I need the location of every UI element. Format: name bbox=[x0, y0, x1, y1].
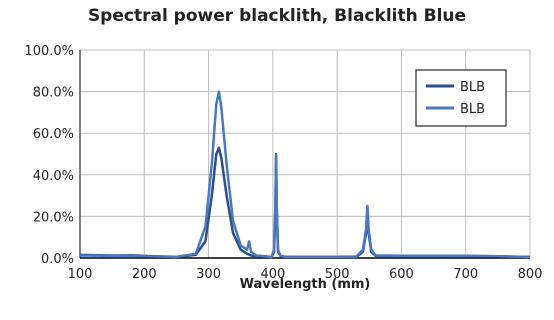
x-tick-label: 300 bbox=[196, 267, 221, 282]
legend-box bbox=[415, 69, 507, 127]
x-tick-label: 700 bbox=[453, 267, 478, 282]
series-line bbox=[79, 146, 531, 259]
x-tick-label: 800 bbox=[518, 267, 543, 282]
y-tick-label: 40.0% bbox=[33, 169, 74, 184]
x-tick-label: 600 bbox=[389, 267, 414, 282]
y-tick-label: 100.0% bbox=[24, 44, 74, 59]
x-axis-label: Wavelength (mm) bbox=[240, 277, 371, 292]
y-tick-label: 0.0% bbox=[41, 252, 74, 267]
x-tick-label: 400 bbox=[260, 267, 285, 282]
legend-label: BLB bbox=[460, 102, 485, 117]
y-tick-label: 60.0% bbox=[33, 127, 74, 142]
x-tick-label: 100 bbox=[68, 267, 93, 282]
y-tick-label: 20.0% bbox=[33, 210, 74, 225]
x-tick-label: 500 bbox=[325, 267, 350, 282]
series-line bbox=[79, 90, 531, 259]
legend-label: BLB bbox=[460, 80, 485, 95]
x-tick-label: 200 bbox=[132, 267, 157, 282]
y-tick-label: 80.0% bbox=[33, 86, 74, 101]
chart-title: Spectral power blacklith, Blacklith Blue bbox=[87, 6, 467, 26]
